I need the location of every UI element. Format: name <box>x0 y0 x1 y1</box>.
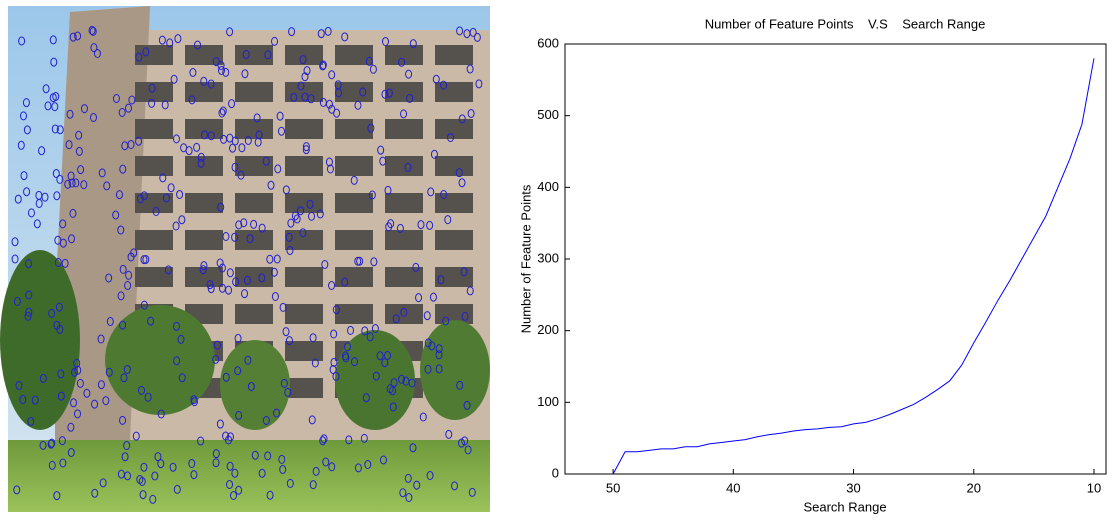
x-axis-label: Search Range <box>803 499 886 514</box>
window <box>285 45 323 65</box>
window <box>435 119 473 139</box>
window <box>335 45 373 65</box>
window <box>435 156 473 176</box>
window <box>385 267 423 287</box>
x-tick-label: 50 <box>606 480 620 495</box>
window <box>235 119 273 139</box>
window <box>285 304 323 324</box>
window <box>385 230 423 250</box>
y-tick-label: 200 <box>537 322 559 337</box>
window <box>185 119 223 139</box>
window <box>135 119 173 139</box>
window <box>135 156 173 176</box>
y-tick-label: 0 <box>552 465 559 480</box>
data-line <box>613 58 1094 474</box>
window <box>285 119 323 139</box>
window <box>385 119 423 139</box>
y-tick-label: 300 <box>537 250 559 265</box>
window <box>135 45 173 65</box>
chart-title: Number of Feature Points V.S Search Rang… <box>705 16 986 31</box>
window <box>235 304 273 324</box>
page: Number of Feature Points V.S Search Rang… <box>0 0 1118 522</box>
window <box>335 304 373 324</box>
window <box>385 193 423 213</box>
y-tick-label: 100 <box>537 394 559 409</box>
window <box>235 45 273 65</box>
y-tick-label: 500 <box>537 107 559 122</box>
window <box>235 156 273 176</box>
x-tick-label: 40 <box>726 480 740 495</box>
window <box>235 267 273 287</box>
window <box>385 45 423 65</box>
window <box>185 45 223 65</box>
window <box>185 193 223 213</box>
window <box>335 119 373 139</box>
window <box>285 267 323 287</box>
plot-frame <box>565 44 1106 474</box>
window <box>335 193 373 213</box>
window <box>385 304 423 324</box>
window <box>385 82 423 102</box>
x-tick-label: 20 <box>967 480 981 495</box>
window <box>135 267 173 287</box>
window <box>235 230 273 250</box>
y-axis-label: Number of Feature Points <box>518 184 533 333</box>
window <box>435 230 473 250</box>
photo <box>0 6 490 512</box>
window <box>185 230 223 250</box>
window <box>135 230 173 250</box>
window <box>335 267 373 287</box>
window <box>435 45 473 65</box>
y-tick-label: 400 <box>537 179 559 194</box>
window <box>335 230 373 250</box>
grass <box>8 440 490 512</box>
window <box>235 193 273 213</box>
x-tick-label: 10 <box>1087 480 1101 495</box>
x-tick-label: 30 <box>846 480 860 495</box>
window <box>335 156 373 176</box>
window <box>385 156 423 176</box>
y-tick-label: 600 <box>537 35 559 50</box>
window <box>235 82 273 102</box>
window <box>285 156 323 176</box>
